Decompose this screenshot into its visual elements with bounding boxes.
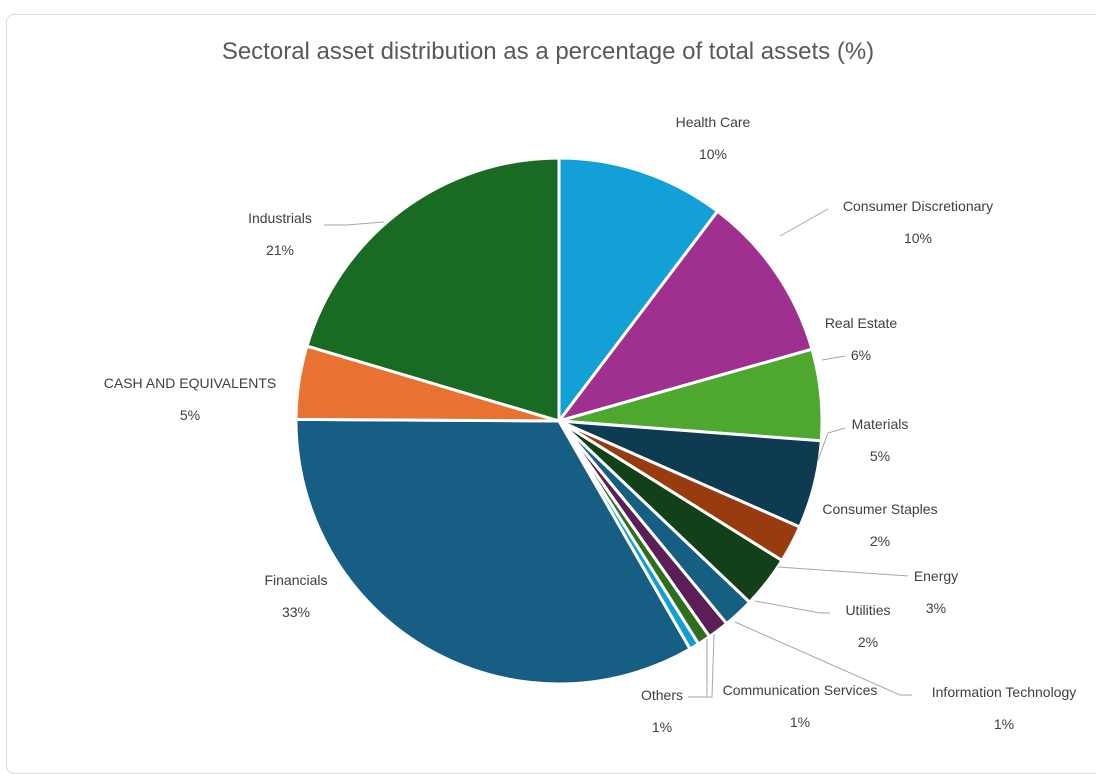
slice-value-utilities: 2% xyxy=(858,634,878,650)
slice-label-utilities: Utilities xyxy=(845,602,890,618)
slice-label-industrials: Industrials xyxy=(248,210,312,226)
slice-label-others: Others xyxy=(641,687,683,703)
pie-chart: Health Care 10% Consumer Discretionary 10% R… xyxy=(104,114,1077,735)
chart-title: Sectoral asset distribution as a percent… xyxy=(221,38,875,65)
slice-label-consumer-staples: Consumer Staples xyxy=(822,501,937,517)
slice-label-financials: Financials xyxy=(264,572,327,588)
leader-line-consumer-discretionary xyxy=(779,208,829,237)
slice-value-consumer-staples: 2% xyxy=(870,533,890,549)
slice-label-real-estate: Real Estate xyxy=(825,315,898,331)
pie-slice-financials xyxy=(294,417,692,686)
leader-line-energy xyxy=(777,566,909,577)
slice-value-others: 1% xyxy=(652,719,672,735)
leader-line-others xyxy=(688,639,708,698)
slice-label-communication-services: Communication Services xyxy=(723,682,878,698)
pie-slice-consumer-discretionary xyxy=(557,209,814,423)
slice-value-energy: 3% xyxy=(926,600,946,616)
slice-value-information-technology: 1% xyxy=(994,716,1014,732)
slice-value-consumer-discretionary: 10% xyxy=(904,230,932,246)
slice-label-consumer-discretionary: Consumer Discretionary xyxy=(843,198,993,214)
leader-line-industrials xyxy=(324,221,385,226)
leader-line-materials xyxy=(817,427,846,461)
slice-label-cash-and-equivalents: CASH AND EQUIVALENTS xyxy=(104,375,276,391)
slice-value-communication-services: 1% xyxy=(790,714,810,730)
slice-label-health-care: Health Care xyxy=(676,114,751,130)
slice-value-real-estate: 6% xyxy=(851,347,871,363)
slice-label-energy: Energy xyxy=(914,568,958,584)
slice-value-health-care: 10% xyxy=(699,146,727,162)
leader-line-real-estate xyxy=(821,355,846,361)
slice-value-financials: 33% xyxy=(282,604,310,620)
pie-slice-health-care xyxy=(557,156,720,423)
slice-value-materials: 5% xyxy=(870,448,890,464)
slice-value-cash-and-equivalents: 5% xyxy=(180,407,200,423)
slice-value-industrials: 21% xyxy=(266,242,294,258)
slice-label-materials: Materials xyxy=(852,416,909,432)
slice-label-information-technology: Information Technology xyxy=(932,684,1077,700)
leader-line-information-technology xyxy=(734,621,912,696)
pie-slice-industrials xyxy=(305,156,561,423)
leader-line-utilities xyxy=(754,600,830,614)
leader-line-communication-services xyxy=(705,633,715,698)
